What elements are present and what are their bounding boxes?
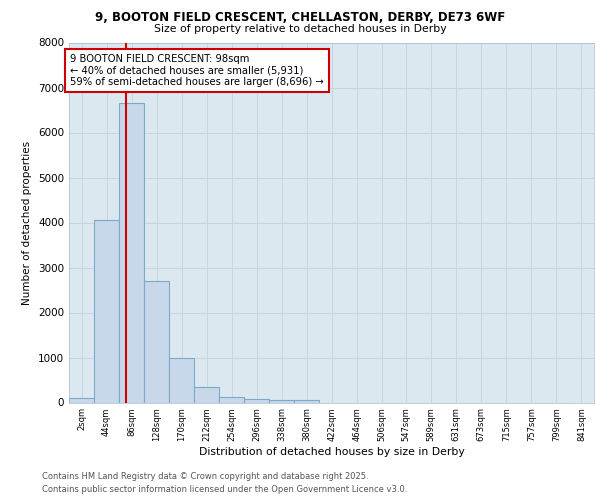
- Text: Contains HM Land Registry data © Crown copyright and database right 2025.: Contains HM Land Registry data © Crown c…: [42, 472, 368, 481]
- Bar: [219, 396, 244, 402]
- Bar: [294, 400, 319, 402]
- X-axis label: Distribution of detached houses by size in Derby: Distribution of detached houses by size …: [199, 447, 464, 457]
- Bar: [144, 281, 169, 402]
- Bar: [269, 400, 294, 402]
- Bar: [194, 387, 219, 402]
- Bar: [94, 220, 119, 402]
- Text: Contains public sector information licensed under the Open Government Licence v3: Contains public sector information licen…: [42, 485, 407, 494]
- Bar: [169, 358, 194, 403]
- Bar: [244, 399, 269, 402]
- Bar: [69, 398, 94, 402]
- Y-axis label: Number of detached properties: Number of detached properties: [22, 140, 32, 304]
- Text: Size of property relative to detached houses in Derby: Size of property relative to detached ho…: [154, 24, 446, 34]
- Text: 9, BOOTON FIELD CRESCENT, CHELLASTON, DERBY, DE73 6WF: 9, BOOTON FIELD CRESCENT, CHELLASTON, DE…: [95, 11, 505, 24]
- Text: 9 BOOTON FIELD CRESCENT: 98sqm
← 40% of detached houses are smaller (5,931)
59% : 9 BOOTON FIELD CRESCENT: 98sqm ← 40% of …: [70, 54, 324, 87]
- Bar: [119, 104, 144, 403]
